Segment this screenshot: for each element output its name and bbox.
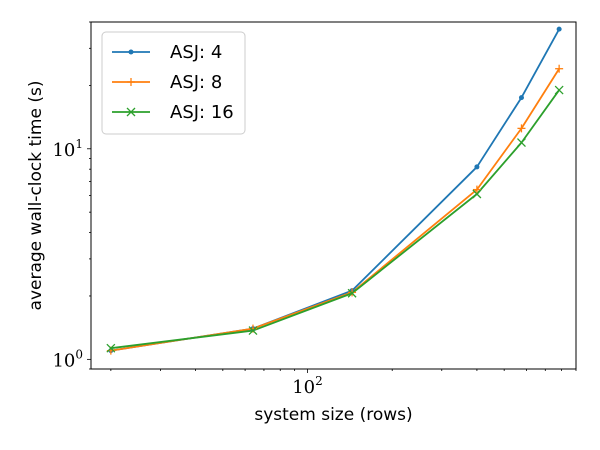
- series-line-asj-1: [110, 68, 560, 352]
- legend-item: ASJ: 4: [112, 42, 222, 63]
- data-point: [472, 185, 481, 194]
- series-line-asj-2: [110, 89, 560, 350]
- legend-label: ASJ: 8: [170, 72, 222, 93]
- data-point: [106, 343, 116, 353]
- legend-label: ASJ: 16: [170, 102, 234, 123]
- x-axis-label: system size (rows): [254, 405, 412, 425]
- data-point: [518, 95, 524, 101]
- legend: ASJ: 4 ASJ: 8 ASJ: 16: [101, 31, 246, 135]
- legend-marker: [126, 107, 136, 117]
- y-tick-exponent: 1: [75, 137, 83, 151]
- legend-marker: [128, 49, 134, 55]
- x-tick-base: 10: [292, 377, 315, 398]
- data-point: [517, 138, 526, 148]
- y-tick-base: 10: [52, 140, 75, 161]
- legend-label: ASJ: 4: [170, 42, 222, 63]
- legend-marker: [127, 78, 135, 86]
- series-markers: [106, 26, 564, 355]
- data-point: [347, 288, 357, 298]
- series-lines: [110, 28, 560, 352]
- y-tick-label: 100: [52, 347, 83, 371]
- data-point: [555, 64, 564, 73]
- plot-frame: [90, 21, 577, 370]
- y-tick-exponent: 0: [75, 347, 83, 361]
- y-axis-label: average wall-clock time (s): [26, 81, 46, 311]
- y-tick-base: 10: [52, 350, 75, 371]
- data-point: [474, 164, 480, 170]
- data-point: [517, 124, 526, 133]
- data-point: [248, 326, 258, 336]
- data-point: [556, 26, 562, 32]
- data-point: [472, 189, 482, 199]
- data-point: [554, 85, 564, 95]
- y-tick-label: 101: [52, 137, 83, 161]
- x-tick-exponent: 2: [315, 374, 323, 388]
- legend-item: ASJ: 16: [112, 102, 234, 123]
- legend-box: [101, 31, 246, 135]
- legend-item: ASJ: 8: [112, 72, 222, 93]
- x-tick-label: 102: [292, 374, 323, 398]
